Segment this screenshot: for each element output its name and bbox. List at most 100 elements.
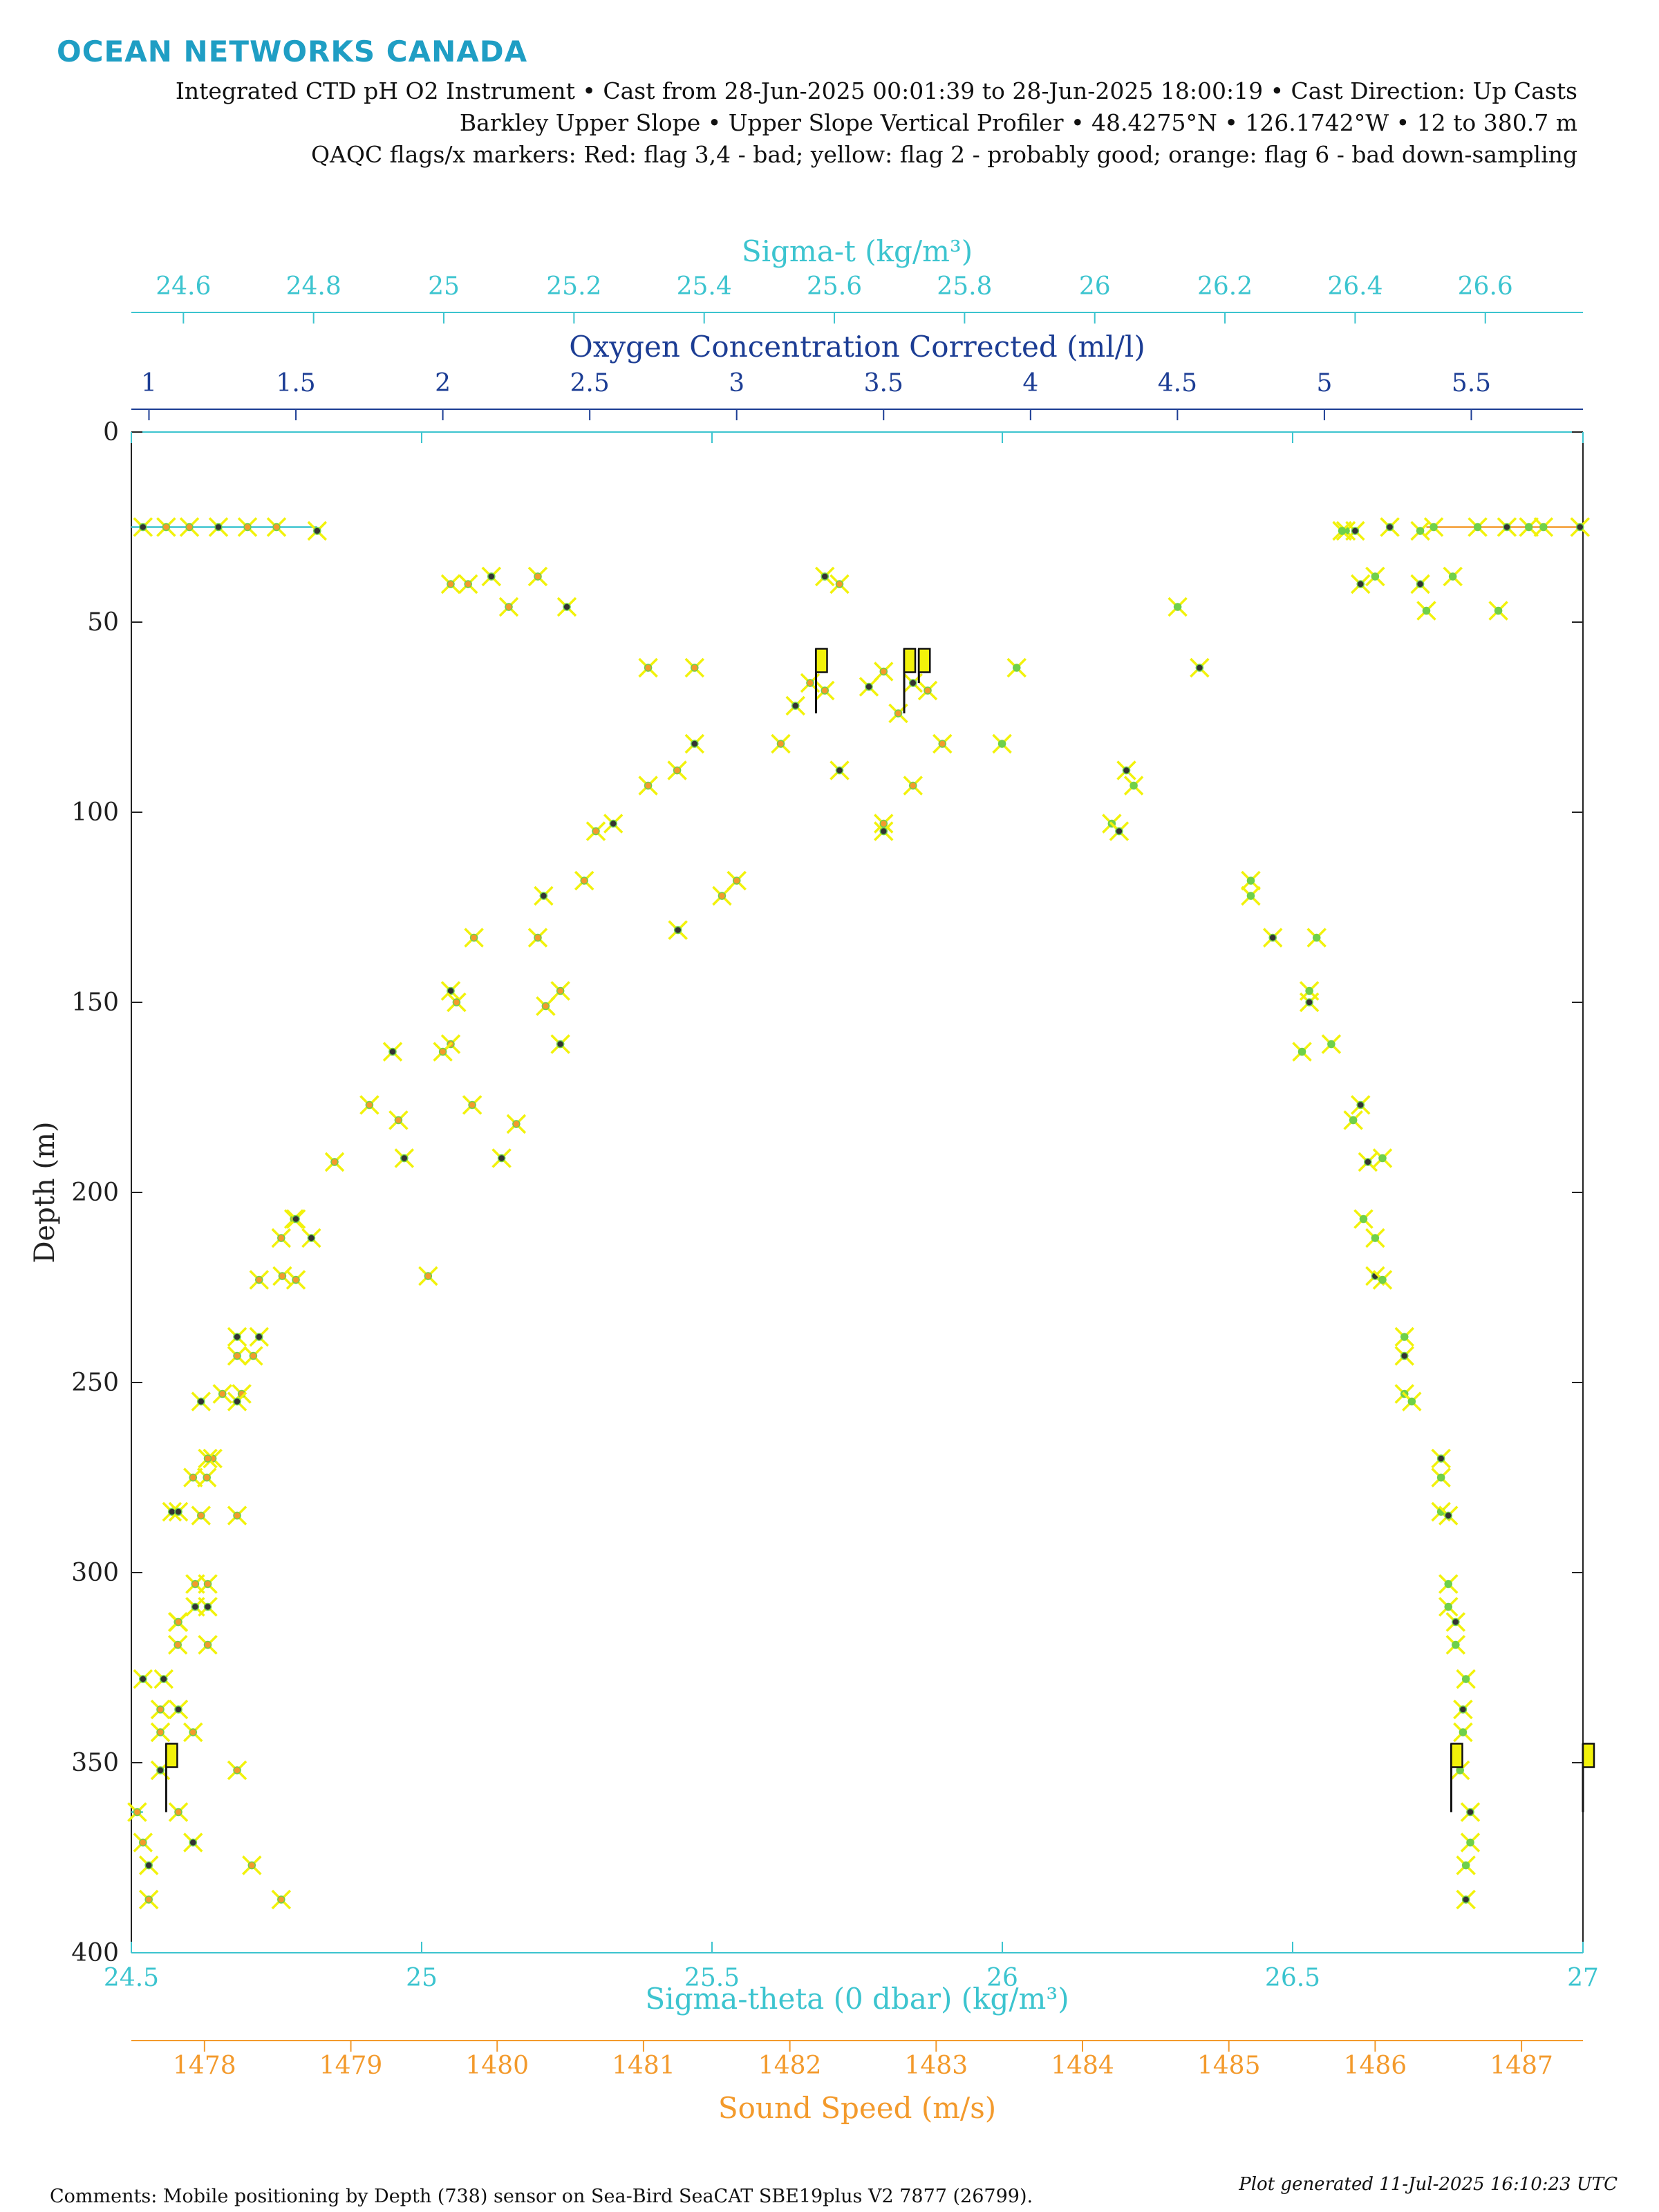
sigma_t-tick-label: 26.6 (1458, 272, 1513, 301)
sound_speed-point (1241, 885, 1261, 906)
sigma_t-tick-label: 24.6 (156, 272, 211, 301)
sigma_theta-tick-label: 26.5 (1265, 1964, 1320, 1992)
oxygen-point (830, 574, 850, 594)
sigma_theta-point (196, 1468, 217, 1488)
oxygen-tick-label: 1.5 (276, 369, 315, 397)
oxygen-tick-label: 4 (1022, 369, 1038, 397)
sigma_theta-point (162, 1501, 182, 1522)
sigma_theta-point (301, 1228, 321, 1248)
sigma_theta-point (156, 517, 176, 537)
sigma_theta-point (150, 1699, 171, 1720)
sigma_t-tick-label: 26 (1079, 272, 1111, 301)
sound_speed-point (1438, 1574, 1459, 1594)
sound_speed-point (1460, 1833, 1481, 1853)
sigma_t-point (1488, 601, 1508, 621)
sound_speed-point (1365, 1228, 1385, 1248)
oxygen-point (227, 1346, 247, 1366)
qaqc-flag (918, 648, 931, 673)
sound_speed-point (1423, 517, 1444, 537)
sigma_theta-point (266, 517, 287, 537)
sigma_theta-point (208, 517, 229, 537)
oxygen-point (271, 1889, 292, 1910)
oxygen-point (227, 1391, 247, 1412)
oxygen-point (198, 1597, 218, 1617)
sigma_theta-point (179, 517, 200, 537)
sigma_t-point (1443, 566, 1463, 587)
sound_speed-axis-label: Sound Speed (m/s) (718, 2091, 996, 2125)
sigma_theta-point (458, 574, 478, 594)
sound_speed-tick-label: 1479 (319, 2052, 383, 2080)
sigma_theta-point (249, 1327, 270, 1347)
sound_speed-point (1394, 1346, 1414, 1366)
sound_speed-point (1416, 601, 1436, 621)
header-line-instrument: Integrated CTD pH O2 Instrument • Cast f… (175, 77, 1577, 104)
sigma_t-tick-label: 24.8 (286, 272, 341, 301)
sigma_theta-point (133, 1833, 153, 1853)
sigma_theta-point (237, 517, 258, 537)
oxygen-point (227, 1327, 247, 1347)
sigma_theta-point (464, 928, 484, 948)
sound_speed-tick-label: 1481 (612, 2052, 675, 2080)
qaqc-flag (165, 1743, 178, 1768)
sigma_theta-axis-label: Sigma-theta (0 dbar) (kg/m³) (645, 1982, 1069, 2016)
qaqc-flag (903, 648, 917, 673)
qaqc-flag (815, 648, 828, 673)
sound_speed-point (1241, 870, 1261, 891)
sigma_theta-point (394, 1148, 415, 1168)
oxygen-tick-label: 5 (1316, 369, 1332, 397)
sigma_theta-point (440, 981, 461, 1001)
sigma_theta-point (684, 733, 705, 754)
y-tick-label: 300 (71, 1559, 119, 1587)
sound_speed-tick-label: 1486 (1344, 2052, 1407, 2080)
qaqc-flag (1450, 1743, 1463, 1768)
sound_speed-point (1123, 776, 1144, 796)
sound_speed-point (1365, 566, 1385, 587)
sigma_theta-tick-label: 25 (406, 1964, 438, 1992)
sound_speed-point (1533, 517, 1554, 537)
oxygen-point (227, 1760, 247, 1781)
sigma_theta-point (447, 992, 467, 1013)
sound_speed-point (1292, 1042, 1312, 1062)
sound_speed-point (1343, 1110, 1363, 1130)
sigma_theta-point (138, 1889, 159, 1910)
footer-generated: Plot generated 11-Jul-2025 16:10:23 UTC (1239, 2174, 1618, 2195)
y-tick-label: 100 (71, 798, 119, 827)
sigma_theta-point (388, 1110, 409, 1130)
sigma_theta-point (585, 821, 606, 841)
sound_speed-point (1372, 1270, 1393, 1290)
sigma_theta-point (440, 574, 461, 594)
sound_speed-point (1519, 517, 1539, 537)
oxygen-point (932, 733, 953, 754)
sound_speed-point (1190, 657, 1210, 678)
sound_speed-point (1350, 574, 1371, 594)
oxygen-point (183, 1722, 203, 1743)
sound_speed-point (1358, 1152, 1378, 1172)
oxygen-point (433, 1042, 453, 1062)
sound_speed-point (1299, 992, 1320, 1013)
oxygen-point (198, 1448, 218, 1469)
sigma_theta-point (574, 870, 594, 891)
oxygen-point (830, 760, 850, 780)
sigma_theta-tick-label: 24.5 (104, 1964, 159, 1992)
sigma_theta-point (534, 885, 554, 906)
sigma_theta-point (272, 1266, 292, 1286)
sound_speed-point (1497, 517, 1517, 537)
oxygen-point (198, 1574, 218, 1594)
oxygen-point (815, 680, 835, 701)
oxygen-point (491, 1148, 512, 1168)
y-tick-label: 150 (71, 988, 119, 1017)
oxygen-tick-label: 5.5 (1452, 369, 1491, 397)
sigma_theta-point (382, 1042, 403, 1062)
footer-comments: Comments: Mobile positioning by Depth (7… (50, 2186, 1033, 2207)
sigma_theta-point (667, 760, 687, 780)
oxygen-point (227, 1506, 247, 1526)
sigma_theta-point (481, 566, 502, 587)
oxygen-point (874, 814, 894, 834)
y-tick-label: 50 (87, 608, 119, 637)
qaqc-flag (1582, 1743, 1595, 1768)
sigma_theta-point (638, 776, 658, 796)
sigma_theta-point (556, 597, 577, 617)
sound_speed-point (1445, 1612, 1466, 1632)
oxygen-point (712, 885, 732, 906)
sigma_t-tick-label: 25 (428, 272, 460, 301)
